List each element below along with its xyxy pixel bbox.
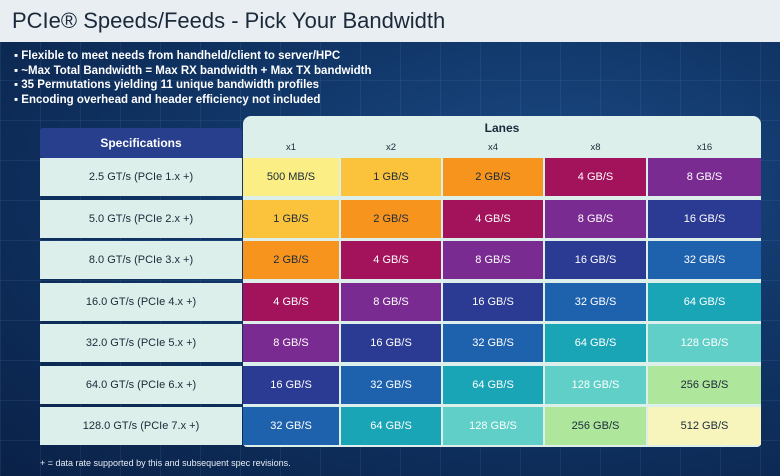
bandwidth-cell: 2 GB/S [243,241,339,279]
title-bar: PCIe® Speeds/Feeds - Pick Your Bandwidth [0,0,780,42]
bandwidth-cell: 128 GB/S [443,407,543,445]
specifications-header: Specifications [40,128,242,158]
lane-header-x16: x16 [696,142,713,153]
lane-header-x4: x4 [487,142,499,153]
bandwidth-cell: 64 GB/S [341,407,441,445]
bandwidth-cell: 4 GB/S [443,199,543,238]
page-title: PCIe® Speeds/Feeds - Pick Your Bandwidth [12,8,446,33]
bullet-list: Flexible to meet needs from handheld/cli… [14,49,372,108]
bandwidth-cell: 64 GB/S [648,282,761,321]
bandwidth-cell: 8 GB/S [341,282,441,321]
bandwidth-cell: 8 GB/S [443,241,543,279]
bandwidth-cell: 32 GB/S [341,365,441,404]
bandwidth-cell: 1 GB/S [243,199,339,238]
bandwidth-cell: 512 GB/S [648,407,761,445]
bandwidth-cell: 256 GB/S [545,407,646,445]
bandwidth-cell: 32 GB/S [443,324,543,362]
footnote: + = data rate supported by this and subs… [40,458,291,468]
bandwidth-cell: 2 GB/S [341,199,441,238]
bandwidth-cell: 1 GB/S [341,158,441,196]
spec-row-label: 16.0 GT/s (PCIe 4.x +) [40,282,242,321]
bandwidth-cell: 256 GB/S [648,365,761,404]
bandwidth-cell: 2 GB/S [443,158,543,196]
bandwidth-cell: 16 GB/S [243,365,339,404]
bandwidth-cell: 16 GB/S [443,282,543,321]
bullet-item: Flexible to meet needs from handheld/cli… [14,49,372,64]
lane-header-x8: x8 [590,142,601,153]
bandwidth-cell: 32 GB/S [648,241,761,279]
bandwidth-cell: 4 GB/S [243,282,339,321]
bandwidth-cell: 32 GB/S [243,407,339,445]
bandwidth-cell: 16 GB/S [648,199,761,238]
bullet-item: ~Max Total Bandwidth = Max RX bandwidth … [14,64,371,79]
lane-header-x1: x1 [285,142,297,153]
bandwidth-cell: 16 GB/S [545,241,646,279]
lane-header-x2: x2 [385,142,397,153]
spec-row-label: 128.0 GT/s (PCIe 7.x +) [40,407,242,445]
bandwidth-cell: 8 GB/S [545,199,646,238]
bandwidth-cell: 500 MB/S [243,158,339,196]
bandwidth-cell: 64 GB/S [443,365,543,404]
spec-row-label: 64.0 GT/s (PCIe 6.x +) [40,365,242,404]
bandwidth-cell: 128 GB/S [648,324,761,362]
spec-row-label: 2.5 GT/s (PCIe 1.x +) [40,158,242,196]
spec-row-label: 32.0 GT/s (PCIe 5.x +) [40,324,242,362]
spec-row-label: 8.0 GT/s (PCIe 3.x +) [40,241,242,279]
bandwidth-cell: 16 GB/S [341,324,441,362]
bandwidth-cell: 4 GB/S [545,158,646,196]
bandwidth-cell: 8 GB/S [648,158,761,196]
bandwidth-cell: 128 GB/S [545,365,646,404]
lanes-header: Lanes [484,121,520,135]
bandwidth-cell: 4 GB/S [341,241,441,279]
bullet-item: 35 Permutations yielding 11 unique bandw… [14,78,372,93]
bandwidth-cell: 64 GB/S [545,324,646,362]
bandwidth-cell: 32 GB/S [545,282,646,321]
bandwidth-cell: 8 GB/S [243,324,339,362]
bullet-item: Encoding overhead and header efficiency … [14,93,372,108]
spec-row-label: 5.0 GT/s (PCIe 2.x +) [40,199,242,238]
